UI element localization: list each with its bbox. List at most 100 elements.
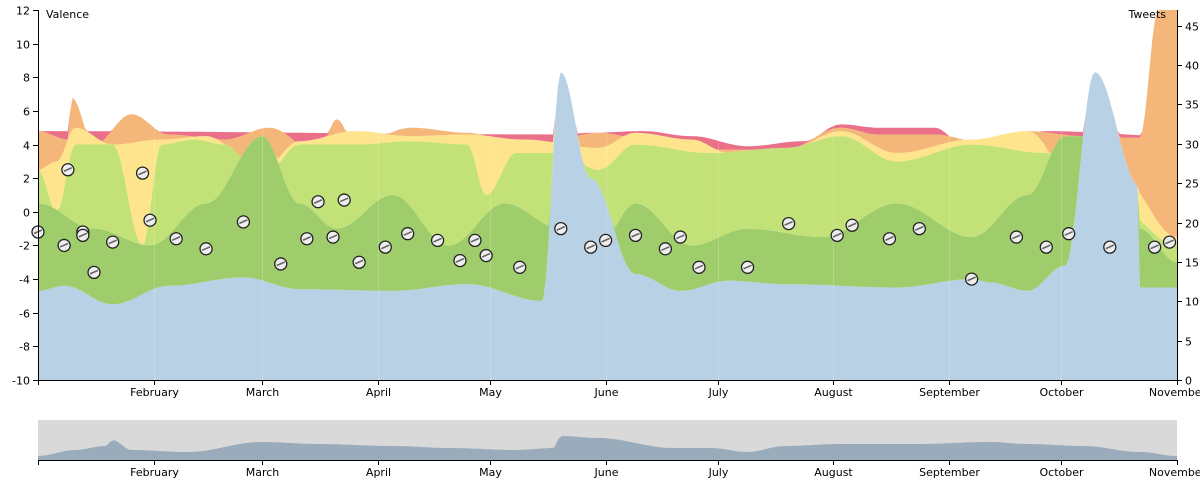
bubble-stroke — [403, 230, 413, 236]
tweet-bubble[interactable] — [1039, 240, 1053, 254]
tweets-tick-label: 30 — [1185, 139, 1199, 152]
tweet-bubble[interactable] — [143, 213, 157, 227]
tweets-tick-label: 10 — [1185, 296, 1199, 309]
tweet-bubble[interactable] — [1147, 240, 1162, 254]
bubble-stroke — [339, 197, 349, 203]
tweet-bubble[interactable] — [300, 232, 314, 246]
bubble-stroke — [108, 239, 118, 245]
tweet-bubble[interactable] — [830, 228, 844, 243]
tweet-bubble[interactable] — [378, 240, 392, 254]
bubble-stroke — [661, 246, 670, 252]
tweet-bubble[interactable] — [479, 248, 493, 263]
bubble-stroke — [89, 269, 99, 275]
bubble-stroke — [515, 264, 525, 270]
bubble-stroke — [201, 246, 211, 252]
bubble-stroke — [138, 170, 147, 176]
bubble-stroke — [676, 234, 685, 240]
month-label: July — [708, 386, 729, 399]
overview-month-label: March — [246, 466, 280, 479]
tweet-bubble[interactable] — [1062, 227, 1076, 241]
tweet-bubble[interactable] — [87, 265, 101, 280]
bubble-stroke — [380, 244, 390, 250]
tweet-bubble[interactable] — [598, 233, 613, 248]
tweet-bubble[interactable] — [337, 193, 351, 207]
bubble-stroke — [470, 237, 480, 243]
bubble-stroke — [1150, 244, 1159, 250]
tweet-bubble[interactable] — [1162, 235, 1177, 249]
tweet-bubble[interactable] — [311, 195, 325, 209]
tweets-tick-label: 40 — [1185, 60, 1199, 73]
tweet-bubble[interactable] — [61, 163, 75, 177]
tweet-bubble[interactable] — [135, 166, 150, 180]
tweet-bubble[interactable] — [326, 230, 340, 244]
tweet-bubble[interactable] — [658, 242, 673, 256]
bubble-stroke — [784, 220, 793, 226]
tweet-bubble[interactable] — [584, 240, 598, 254]
tweet-bubble[interactable] — [430, 233, 445, 248]
stack-band-3 — [38, 72, 1177, 246]
bubble-stroke — [171, 235, 181, 241]
tweet-bubble[interactable] — [468, 233, 482, 248]
bubble-stroke — [455, 257, 465, 263]
tweet-bubble[interactable] — [76, 228, 90, 243]
bubble-stroke — [601, 237, 610, 243]
tweet-bubble[interactable] — [912, 221, 926, 236]
bubble-stroke — [63, 167, 73, 173]
valence-tick-label: -2 — [19, 240, 30, 253]
valence-axis-label: Valence — [46, 8, 89, 21]
valence-tick-label: 6 — [23, 106, 30, 119]
overview-month-label: May — [479, 466, 502, 479]
bubble-stroke — [302, 235, 312, 241]
bubble-stroke — [586, 244, 596, 250]
month-label: May — [479, 386, 502, 399]
tweet-bubble[interactable] — [845, 218, 859, 232]
tweets-tick-label: 5 — [1185, 336, 1192, 349]
tweet-bubble[interactable] — [106, 235, 120, 249]
tweet-bubble[interactable] — [673, 230, 687, 244]
tweet-bubble[interactable] — [352, 255, 366, 269]
tweet-bubble[interactable] — [199, 242, 213, 256]
tweets-tick-label: 20 — [1185, 218, 1199, 231]
valence-tick-label: -4 — [19, 274, 30, 287]
tweet-bubble[interactable] — [781, 216, 796, 231]
overview-time-axis: February March April May June July August Septe… — [38, 460, 1200, 479]
bubble-stroke — [433, 237, 442, 243]
bubble-stroke — [832, 232, 842, 238]
overview-month-label: April — [366, 466, 391, 479]
bubble-stroke — [967, 276, 976, 282]
tweet-bubble[interactable] — [57, 238, 71, 253]
tweet-bubble[interactable] — [964, 272, 979, 286]
tweets-tick-label: 0 — [1185, 375, 1192, 388]
bubble-stroke — [276, 261, 286, 267]
tweet-bubble[interactable] — [628, 228, 643, 243]
overview-month-label: November — [1149, 466, 1200, 479]
tweet-bubble[interactable] — [236, 215, 251, 229]
tweet-bubble[interactable] — [274, 257, 288, 271]
overview-month-label: September — [919, 466, 980, 479]
tweet-bubble[interactable] — [401, 227, 415, 241]
tweet-bubble[interactable] — [692, 260, 706, 274]
tweet-bubble[interactable] — [513, 260, 527, 274]
month-label: September — [919, 386, 980, 399]
month-label: April — [366, 386, 391, 399]
stack-band-2 — [38, 72, 1177, 263]
time-axis: February March April May June July August Septe… — [38, 380, 1200, 399]
bubble-stroke — [1165, 239, 1174, 245]
tweet-bubbles[interactable] — [31, 163, 1177, 286]
tweet-bubble[interactable] — [169, 232, 183, 246]
month-label: November — [1149, 386, 1200, 399]
month-label: March — [246, 386, 280, 399]
bubble-stroke — [631, 232, 640, 238]
tweet-bubble[interactable] — [1103, 240, 1117, 254]
bubble-stroke — [328, 234, 338, 240]
valence-tick-label: -6 — [19, 308, 30, 321]
tweet-bubble[interactable] — [882, 232, 897, 246]
tweet-bubble[interactable] — [453, 253, 467, 268]
tweet-bubble[interactable] — [1009, 230, 1024, 244]
overview-month-label: June — [594, 466, 619, 479]
tweet-bubble[interactable] — [554, 221, 568, 236]
overview-brush[interactable] — [38, 420, 1177, 461]
bubble-stroke — [1064, 230, 1074, 236]
tweet-bubble[interactable] — [740, 260, 755, 274]
